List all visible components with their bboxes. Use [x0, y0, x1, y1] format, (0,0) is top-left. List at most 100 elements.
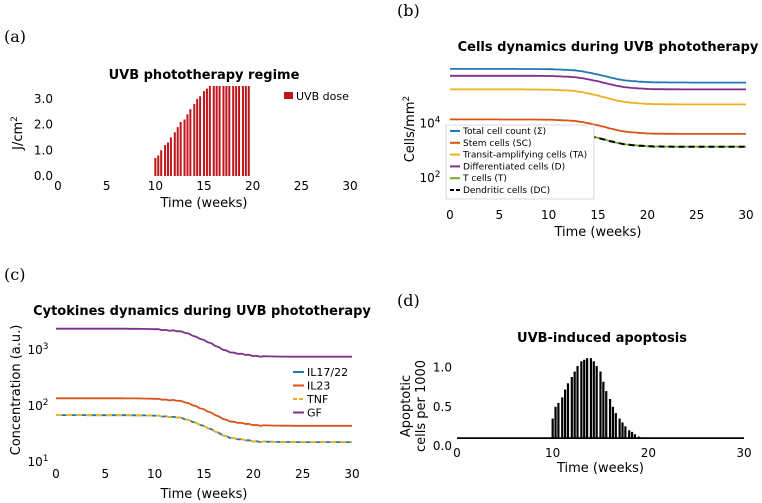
apoptosis-bar	[630, 431, 634, 439]
apoptosis-bar	[611, 406, 615, 439]
series-line-1	[450, 118, 746, 135]
apoptosis-bar	[557, 402, 560, 439]
x-tick-label: 0	[52, 467, 60, 481]
uvb-dose-bar	[196, 98, 199, 176]
chart-b-cell-dynamics: Cells dynamics during UVB phototherapy 0 5…	[402, 40, 759, 240]
x-tick-label: 0	[54, 179, 62, 193]
y-axis-label: J/cm2	[10, 116, 26, 151]
uvb-dose-bar	[179, 122, 182, 176]
apoptosis-bar	[602, 381, 605, 439]
panel-label-b: (b)	[397, 1, 420, 20]
series-line-3	[450, 74, 746, 91]
chart-c-title: Cytokines dynamics during UVB photothera…	[33, 304, 371, 319]
legend-label-1: IL23	[307, 380, 330, 393]
apoptosis-bar	[561, 397, 564, 439]
apoptosis-bar	[589, 358, 593, 439]
series-line-1	[56, 397, 352, 427]
series-line-0	[450, 68, 746, 84]
y-tick-label: 3.0	[34, 92, 53, 106]
x-tick-label: 25	[689, 208, 704, 222]
y-axis-label: Concentration (a.u.)	[9, 325, 24, 456]
uvb-dose-bar	[189, 109, 192, 176]
uvb-dose-bar	[218, 86, 221, 176]
uvb-dose-bar	[157, 155, 160, 176]
x-tick-label: 5	[103, 179, 111, 193]
y-tick-label: 0.0	[34, 169, 53, 183]
y-tick-label: 103	[27, 342, 48, 357]
y-axis-label-line-2: cells per 1000	[414, 360, 429, 452]
chart-a-title: UVB phototherapy regime	[109, 68, 300, 83]
y-tick-label: 0.5	[433, 400, 452, 414]
y-tick-label: 0.0	[433, 439, 452, 453]
apoptosis-bar	[599, 371, 602, 439]
uvb-dose-bar	[169, 137, 172, 176]
panel-label-a: (a)	[4, 27, 26, 46]
uvb-dose-bar	[186, 114, 189, 176]
x-tick-label: 30	[736, 446, 751, 460]
y-tick-label: 102	[27, 398, 48, 413]
uvb-dose-bar	[203, 91, 205, 176]
legend-label-uvb: UVB dose	[296, 90, 349, 103]
chart-d-apoptosis: UVB-induced apoptosis 0 10 20 30 0.0 0.5 1.0 Tim…	[399, 331, 752, 476]
apoptosis-bar	[614, 413, 617, 439]
legend-label-1: Stem cells (SC)	[463, 139, 531, 149]
x-tick-label: 10	[147, 467, 162, 481]
uvb-dose-bar	[238, 86, 241, 176]
apoptosis-bar	[586, 358, 589, 439]
legend-label-3: GF	[307, 407, 322, 420]
uvb-dose-bar	[176, 127, 179, 176]
x-tick-label: 20	[641, 446, 656, 460]
x-tick-label: 10	[545, 446, 560, 460]
uvb-dose-bar	[199, 96, 202, 176]
x-axis-label: Time (weeks)	[159, 487, 247, 502]
uvb-dose-bar	[247, 86, 250, 176]
x-tick-label: 30	[342, 179, 357, 193]
apoptosis-bar	[618, 418, 621, 439]
apoptosis-bar	[551, 418, 554, 439]
apoptosis-bar	[605, 391, 608, 439]
y-tick-label: 1.0	[433, 361, 452, 375]
legend-swatch-uvb	[284, 92, 293, 99]
x-tick-label: 15	[196, 179, 211, 193]
x-tick-label: 20	[245, 179, 260, 193]
y-tick-label: 1.0	[34, 143, 53, 157]
x-tick-label: 25	[295, 467, 310, 481]
series-line-2	[450, 88, 746, 106]
x-tick-label: 0	[446, 208, 454, 222]
legend-label-0: IL17/22	[307, 366, 348, 379]
apoptosis-bar	[624, 426, 627, 439]
x-axis-label: Time (weeks)	[556, 461, 644, 476]
series-line-3	[56, 327, 352, 358]
apoptosis-bar	[580, 361, 583, 439]
legend-label-2: TNF	[306, 393, 328, 406]
x-tick-label: 10	[148, 179, 163, 193]
chart-b-title: Cells dynamics during UVB phototherapy	[458, 40, 759, 55]
uvb-dose-bar	[244, 86, 247, 176]
chart-d-title: UVB-induced apoptosis	[517, 331, 687, 346]
x-tick-label: 25	[294, 179, 309, 193]
y-tick-label: 102	[419, 170, 440, 185]
series-line-2	[56, 414, 352, 444]
y-axis-label: Cells/mm2	[402, 96, 418, 163]
chart-a-uvb-regime: UVB phototherapy regime 0 5 10 15 20 25 30 0.0 1.…	[10, 68, 358, 211]
uvb-dose-bar	[225, 86, 228, 176]
x-tick-label: 10	[541, 208, 556, 222]
uvb-dose-bar	[232, 86, 235, 176]
apoptosis-bar	[621, 422, 624, 439]
x-axis-label: Time (weeks)	[553, 225, 641, 240]
legend-label-3: Differentiated cells (D)	[463, 162, 565, 172]
uvb-dose-bar	[173, 132, 176, 176]
uvb-dose-bar	[154, 158, 157, 176]
apoptosis-bar	[570, 377, 573, 439]
x-tick-label: 5	[496, 208, 504, 222]
x-tick-label: 5	[102, 467, 110, 481]
y-tick-label: 2.0	[34, 118, 53, 132]
uvb-dose-bar	[235, 86, 238, 176]
x-tick-label: 15	[196, 467, 211, 481]
apoptosis-bar	[595, 366, 598, 439]
panel-label-c: (c)	[4, 265, 25, 284]
uvb-dose-bar	[166, 142, 169, 176]
apoptosis-bar	[608, 398, 612, 439]
apoptosis-bar	[633, 434, 637, 439]
